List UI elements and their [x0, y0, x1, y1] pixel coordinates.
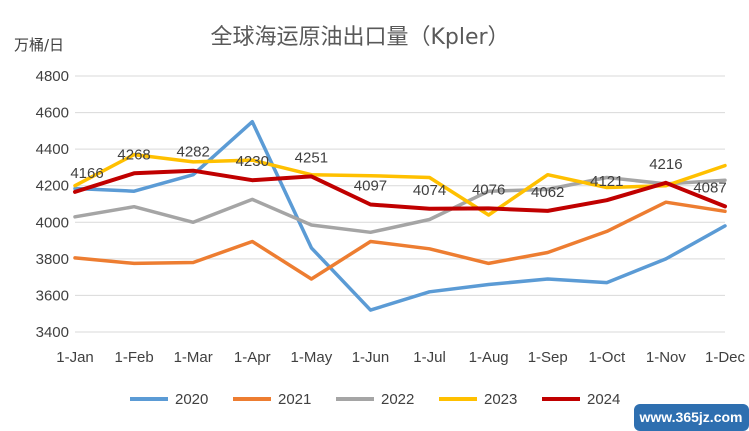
series-line-2020 [73, 119, 727, 312]
y-axis-label: 万桶/日 [14, 36, 64, 54]
chart-title: 全球海运原油出口量（Kpler） [210, 25, 509, 50]
legend-item-2020: 2020 [130, 391, 208, 408]
series-line-2022 [73, 175, 727, 235]
x-tick-label: 1-Aug [469, 349, 509, 366]
y-tick-label: 4000 [36, 214, 69, 231]
x-tick-label: 1-Jul [413, 349, 446, 366]
legend-label: 2022 [381, 391, 414, 408]
watermark-text: www.365jz.com [639, 409, 743, 425]
x-tick-label: 1-May [291, 349, 333, 366]
x-tick-label: 1-Dec [705, 349, 746, 366]
legend-item-2022: 2022 [336, 391, 414, 408]
data-label: 4121 [590, 173, 623, 190]
data-label: 4166 [70, 165, 103, 182]
y-tick-label: 4800 [36, 68, 69, 85]
series-line-2024 [73, 168, 727, 213]
legend-label: 2020 [175, 391, 208, 408]
y-tick-label: 3600 [36, 287, 69, 304]
series-line-2023 [73, 152, 727, 217]
data-label: 4097 [354, 178, 387, 195]
data-label: 4282 [176, 144, 209, 161]
y-tick-label: 4200 [36, 178, 69, 195]
series-line-2021 [73, 200, 727, 281]
watermark-badge: www.365jz.com [634, 404, 749, 431]
x-tick-label: 1-Apr [234, 349, 271, 366]
y-tick-labels: 3400 3600 3800 4000 4200 4400 4600 4800 [36, 68, 69, 341]
data-label: 4251 [295, 149, 328, 166]
x-tick-label: 1-Mar [174, 349, 213, 366]
data-label: 4268 [117, 146, 150, 163]
x-tick-label: 1-Jun [352, 349, 390, 366]
data-label: 4216 [649, 156, 682, 173]
legend-item-2021: 2021 [233, 391, 311, 408]
x-tick-label: 1-Oct [588, 349, 626, 366]
x-tick-label: 1-Sep [528, 349, 568, 366]
legend-label: 2023 [484, 391, 517, 408]
legend-label: 2024 [587, 391, 620, 408]
legend-item-2024: 2024 [542, 391, 620, 408]
series-lines [73, 119, 727, 312]
legend-item-2023: 2023 [439, 391, 517, 408]
data-labels: 4166 4268 4282 4230 4251 4097 4074 4076 4062 4121… [70, 144, 726, 201]
y-tick-label: 4600 [36, 105, 69, 122]
x-tick-label: 1-Feb [114, 349, 153, 366]
y-tick-label: 3800 [36, 251, 69, 268]
gridlines [75, 75, 725, 333]
data-label: 4076 [472, 181, 505, 198]
data-label: 4230 [236, 153, 269, 170]
data-label: 4074 [413, 182, 446, 199]
data-label: 4062 [531, 184, 564, 201]
x-tick-label: 1-Jan [56, 349, 94, 366]
x-tick-label: 1-Nov [646, 349, 687, 366]
legend-label: 2021 [278, 391, 311, 408]
data-label: 4087 [693, 179, 726, 196]
x-tick-labels: 1-Jan 1-Feb 1-Mar 1-Apr 1-May 1-Jun 1-Jul 1-Aug… [56, 349, 745, 366]
legend: 2020 2021 2022 2023 2024 [130, 391, 620, 408]
y-tick-label: 3400 [36, 324, 69, 341]
y-tick-label: 4400 [36, 141, 69, 158]
